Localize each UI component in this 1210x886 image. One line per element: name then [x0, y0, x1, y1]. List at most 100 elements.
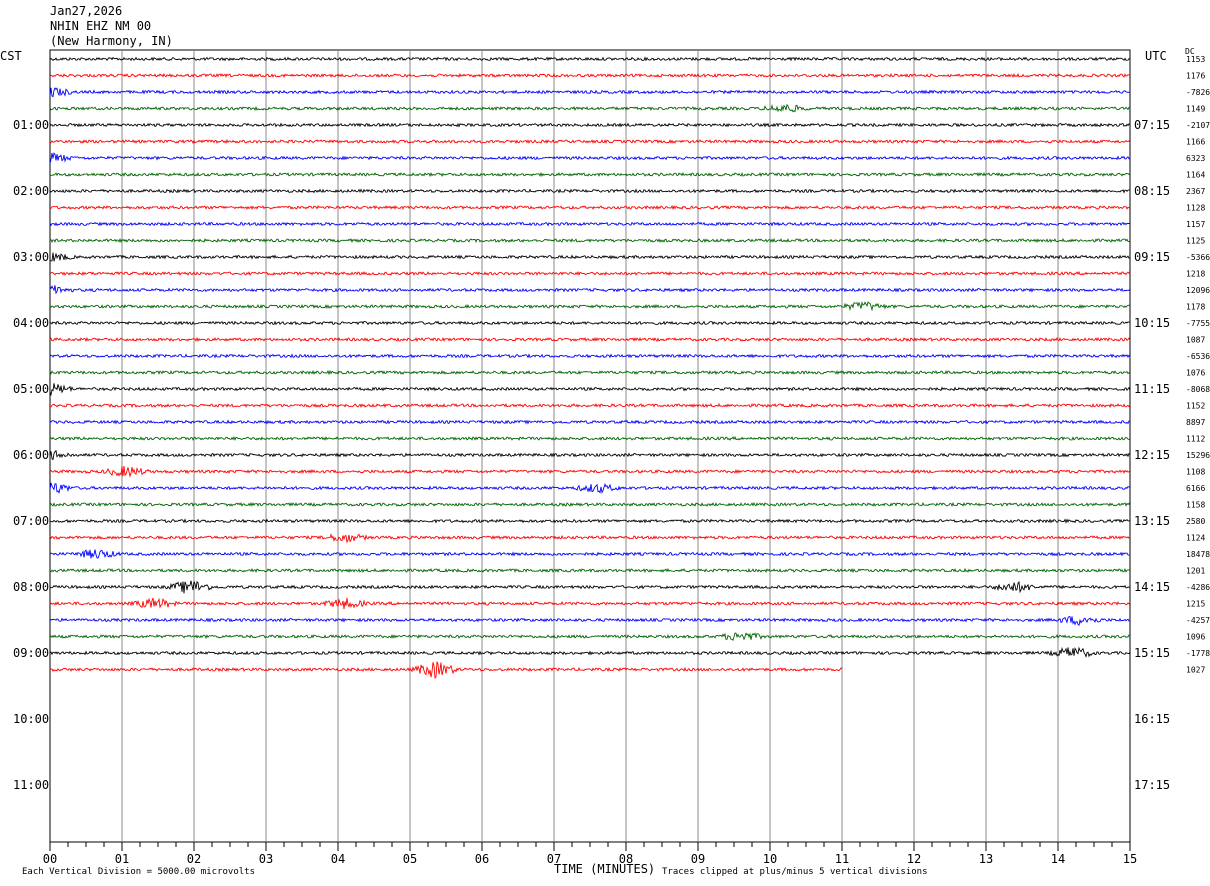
x-tick-label: 05 [403, 852, 417, 866]
trace-row [49, 221, 1131, 227]
dc-offset-label: 1164 [1186, 171, 1205, 180]
trace-row [49, 580, 1131, 594]
x-tick-label: 11 [835, 852, 849, 866]
dc-offset-label: -17782 [1186, 649, 1210, 658]
right-hour-label: 13:15 [1134, 514, 1170, 528]
left-axis-title: CST [0, 49, 22, 63]
right-hour-label: 12:15 [1134, 448, 1170, 462]
right-axis-title: UTC [1145, 49, 1167, 63]
right-hour-label: 15:15 [1134, 646, 1170, 660]
trace-row [49, 369, 1131, 376]
dc-offset-label: 1108 [1186, 468, 1205, 477]
plot-frame [49, 49, 1131, 843]
x-tick-label: 15 [1123, 852, 1137, 866]
trace-row [49, 138, 1131, 144]
trace-row [49, 320, 1131, 326]
right-hour-label: 11:15 [1134, 382, 1170, 396]
x-tick-label: 03 [259, 852, 273, 866]
right-hour-label: 14:15 [1134, 580, 1170, 594]
trace-row [49, 383, 1131, 397]
trace-row [50, 518, 1131, 524]
left-hour-label: 03:00 [13, 250, 49, 264]
trace-row [49, 152, 1131, 164]
x-tick-label: 09 [691, 852, 705, 866]
trace-row [49, 419, 1131, 425]
dc-offset-label: 15296 [1186, 451, 1210, 460]
dc-offset-label: 1112 [1186, 435, 1205, 444]
trace-row [49, 122, 1131, 128]
left-hour-label: 11:00 [13, 778, 49, 792]
dc-offset-label: 1087 [1186, 336, 1205, 345]
left-hour-label: 05:00 [13, 382, 49, 396]
trace-row [49, 353, 1131, 359]
left-hour-label: 10:00 [13, 712, 49, 726]
dc-offset-label: 12096 [1186, 286, 1210, 295]
dc-offset-label: -42862 [1186, 583, 1210, 592]
right-hour-label: 10:15 [1134, 316, 1170, 330]
trace-row [49, 449, 1131, 461]
trace-row [49, 56, 1131, 62]
dc-offset-label: -2107 [1186, 121, 1210, 130]
trace-row [49, 301, 1131, 312]
dc-offset-label: 1178 [1186, 303, 1205, 312]
dc-offset-label: 1218 [1186, 270, 1205, 279]
trace-row [49, 436, 1131, 442]
dc-offset-label: 6323 [1186, 154, 1205, 163]
x-tick-label: 14 [1051, 852, 1065, 866]
dc-offset-label: -5366 [1186, 253, 1210, 262]
x-tick-label: 13 [979, 852, 993, 866]
trace-row [49, 285, 1131, 295]
dc-offset-label: 1149 [1186, 105, 1205, 114]
x-axis-label: TIME (MINUTES) [554, 862, 656, 876]
x-tick-label: 07 [547, 852, 561, 866]
trace-row [49, 616, 1131, 627]
trace-row [49, 204, 1131, 211]
dc-offset-label: -6536 [1186, 352, 1210, 361]
dc-title: DC [1185, 47, 1195, 56]
left-hour-label: 07:00 [13, 514, 49, 528]
left-hour-label: 08:00 [13, 580, 49, 594]
trace-row [49, 72, 1131, 79]
dc-offset-label: 1027 [1186, 666, 1205, 675]
trace-row [49, 402, 1131, 409]
dc-offset-label: 6166 [1186, 484, 1205, 493]
right-hour-label: 16:15 [1134, 712, 1170, 726]
chart-location: (New Harmony, IN) [50, 34, 173, 48]
trace-row [49, 567, 1130, 574]
x-tick-label: 04 [331, 852, 345, 866]
chart-station: NHIN EHZ NM 00 [50, 19, 152, 33]
dc-offset-label: 1125 [1186, 237, 1205, 246]
clip-note: Traces clipped at plus/minus 5 vertical … [662, 867, 928, 877]
dc-offset-label: 1124 [1186, 534, 1205, 543]
x-tick-label: 06 [475, 852, 489, 866]
x-tick-label: 00 [43, 852, 57, 866]
left-hour-label: 02:00 [13, 184, 49, 198]
dc-offset-label: 8897 [1186, 418, 1205, 427]
dc-offset-label: 1157 [1186, 220, 1205, 229]
left-hour-label: 09:00 [13, 646, 49, 660]
right-hour-label: 09:15 [1134, 250, 1170, 264]
trace-row [49, 237, 1131, 244]
dc-offset-label: 1201 [1186, 567, 1205, 576]
trace-row [49, 171, 1131, 178]
dc-offset-label: 1152 [1186, 402, 1205, 411]
trace-row [49, 336, 1131, 343]
dc-offset-label: -42570 [1186, 616, 1210, 625]
right-hour-label: 08:15 [1134, 184, 1170, 198]
left-hour-label: 06:00 [13, 448, 49, 462]
left-hour-label: 01:00 [13, 118, 49, 132]
trace-row [49, 188, 1130, 194]
trace-row [49, 501, 1131, 507]
x-tick-label: 08 [619, 852, 633, 866]
trace-row [49, 87, 1131, 98]
trace-row [49, 465, 1131, 478]
x-tick-label: 01 [115, 852, 129, 866]
dc-offset-label: 1215 [1186, 600, 1205, 609]
trace-row [49, 103, 1131, 113]
dc-offset-label: -8068 [1186, 385, 1210, 394]
x-tick-label: 12 [907, 852, 921, 866]
left-hour-label: 04:00 [13, 316, 49, 330]
trace-row [49, 533, 1131, 544]
trace-row [49, 597, 1131, 610]
